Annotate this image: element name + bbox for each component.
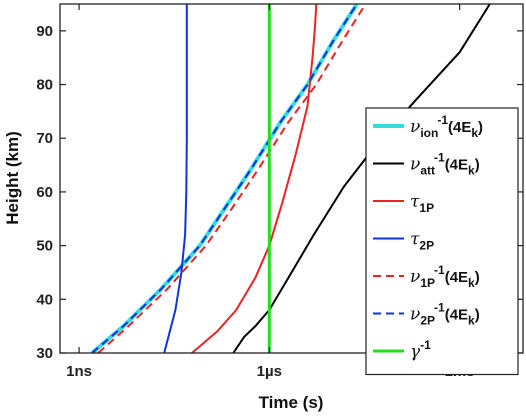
x-tick-label: 1ns (66, 363, 92, 380)
legend-box (365, 107, 519, 376)
series-line-5 (97, 4, 367, 353)
x-tick-label: 1µs (257, 363, 282, 380)
y-tick-label: 60 (36, 184, 53, 201)
legend-label-6: ν2P-1(4Ek) (410, 301, 480, 328)
series-line-3 (191, 4, 318, 353)
legend-label-5: ν1P-1(4Ek) (410, 263, 480, 290)
legend-label-2: νatt-1(4Ek) (410, 151, 480, 178)
y-axis-label: Height (km) (3, 131, 22, 225)
series-line-6 (91, 4, 358, 353)
tick-layer: 1ns1µs1ms30405060708090 (36, 4, 523, 380)
legend-label-7: γ-1 (410, 338, 431, 362)
plot-frame (59, 3, 524, 354)
legend-label-3: τ1P (410, 192, 434, 215)
y-tick-label: 90 (36, 23, 53, 40)
legend: νion-1(4Ek) νatt-1(4Ek) τ1P τ2P ν1P-1(4Ek) ν2… (365, 107, 519, 376)
series-line-4 (163, 4, 188, 353)
y-tick-label: 30 (36, 345, 53, 362)
y-tick-label: 40 (36, 291, 53, 308)
series-layer (90, 4, 491, 353)
y-tick-label: 50 (36, 238, 53, 255)
y-tick-label: 80 (36, 77, 53, 94)
series-line-2 (232, 4, 491, 353)
x-axis-label: Time (s) (259, 393, 324, 412)
y-tick-label: 70 (36, 130, 53, 147)
legend-label-4: τ2P (410, 230, 434, 253)
legend-label-1: νion-1(4Ek) (410, 113, 483, 140)
